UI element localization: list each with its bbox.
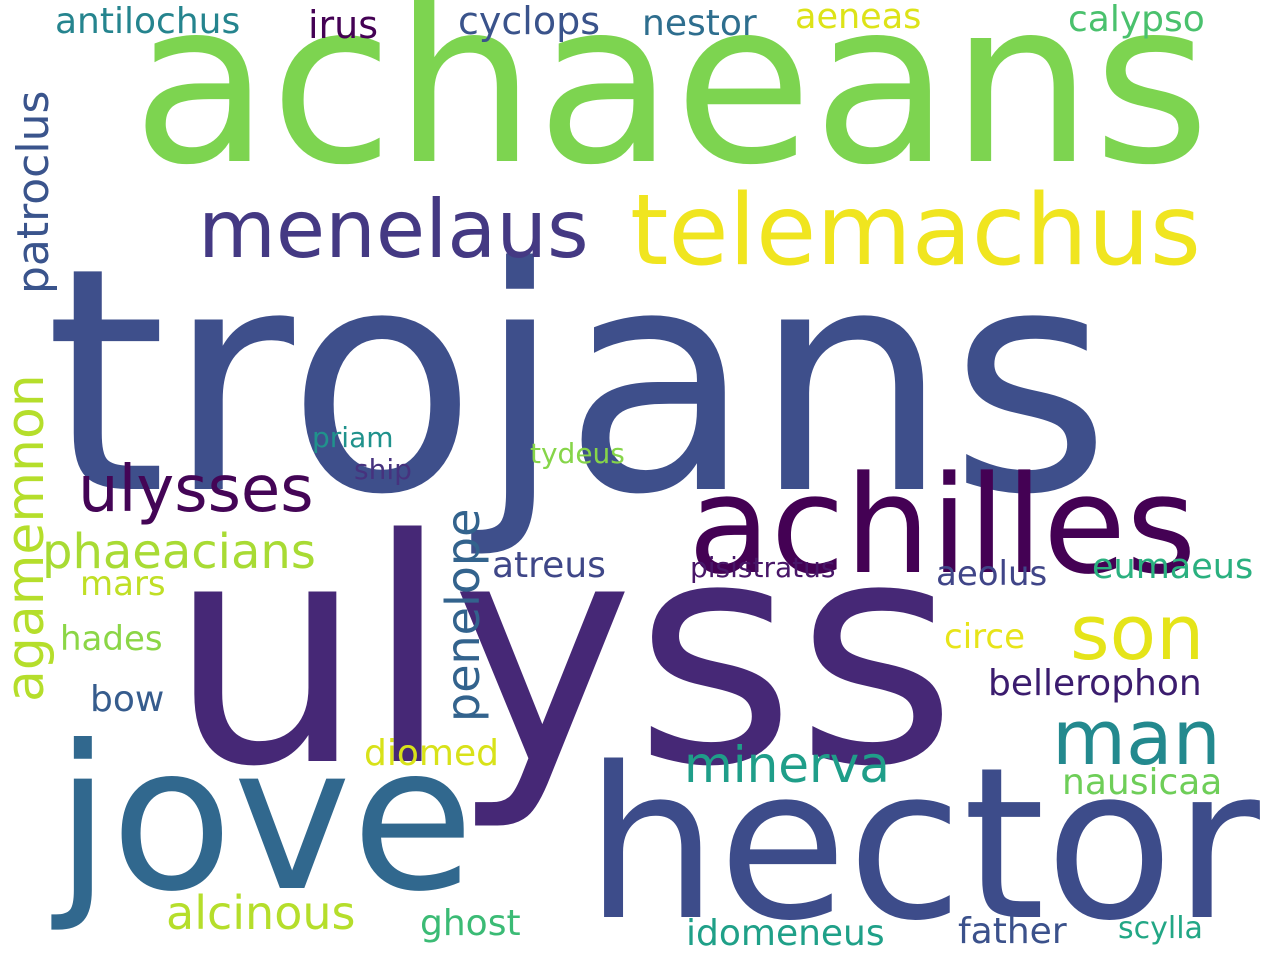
word-antilochus: antilochus (55, 1, 241, 42)
word-menelaus: menelaus (198, 183, 589, 276)
word-eumaeus: eumaeus (1092, 547, 1254, 587)
word-irus: irus (308, 3, 379, 47)
word-cyclops: cyclops (458, 0, 600, 43)
word-phaeacians: phaeacians (42, 524, 316, 580)
word-father: father (958, 911, 1067, 952)
word-nestor: nestor (642, 3, 757, 44)
word-achaeans: achaeans (132, 0, 1211, 215)
word-aeolus: aeolus (936, 554, 1048, 594)
word-idomeneus: idomeneus (686, 913, 885, 954)
word-alcinous: alcinous (166, 886, 356, 940)
word-ulyss: ulyss (168, 474, 958, 835)
word-trojans: trojans (45, 202, 1111, 563)
word-mars: mars (80, 564, 166, 604)
word-bellerophon: bellerophon (988, 663, 1202, 704)
word-man: man (1052, 693, 1221, 782)
word-bow: bow (90, 679, 165, 720)
word-hades: hades (60, 619, 163, 659)
word-ghost: ghost (420, 903, 521, 944)
word-scylla: scylla (1118, 911, 1203, 946)
word-ulysses: ulysses (78, 453, 314, 527)
word-pisistratus: pisistratus (690, 551, 836, 584)
word-priam: priam (312, 421, 394, 454)
word-tydeus: tydeus (530, 437, 625, 470)
word-son: son (1070, 588, 1205, 677)
word-nausicaa: nausicaa (1062, 762, 1223, 803)
word-agamemnon: agamemnon (0, 374, 56, 702)
word-aeneas: aeneas (795, 0, 922, 37)
word-achilles: achilles (688, 447, 1197, 604)
word-diomed: diomed (364, 733, 499, 774)
word-calypso: calypso (1068, 0, 1205, 40)
word-circe: circe (944, 617, 1025, 657)
word-ship: ship (354, 453, 412, 486)
word-minerva: minerva (684, 736, 890, 794)
word-jove: jove (55, 703, 475, 936)
word-telemachus: telemachus (630, 174, 1201, 288)
word-atreus: atreus (492, 545, 606, 586)
word-hector: hector (585, 722, 1260, 960)
word-patroclus: patroclus (8, 90, 59, 294)
word-penelope: penelope (436, 508, 490, 722)
